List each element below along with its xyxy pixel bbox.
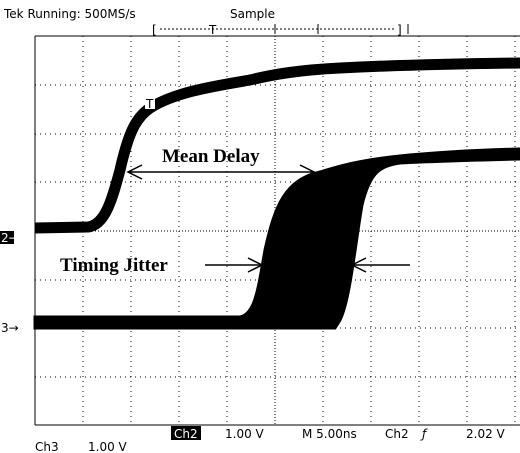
ch2-marker: 2→ [1,231,19,245]
trigger-marker: T [208,23,217,37]
record-bracket: [ ] [152,23,409,37]
ch2-scale: 1.00 V [225,427,265,441]
trigger-point-box [145,99,155,109]
graticule [34,35,520,426]
mode: Sample [230,7,275,21]
ch2-label-box [171,426,201,440]
svg-text:[: [ [152,23,157,37]
svg-text:]: ] [397,23,402,37]
ch3-marker: 3→ [1,321,19,335]
ch3-waveform [33,147,520,330]
ch3-label: Ch3 [35,440,59,453]
trigger-point: T [145,97,154,111]
trigger-slope: ƒ [420,427,428,441]
ch2-waveform [34,57,520,234]
timing-jitter-label: Timing Jitter [60,255,168,276]
ch2-label: Ch2 [174,427,198,441]
timebase: M 5.00ns [302,427,357,441]
channel-markers: 2→ 3→ [0,231,19,335]
mean-delay-arrow [126,164,316,180]
ch3-scale: 1.00 V [88,440,128,453]
trigger-source: Ch2 [385,427,409,441]
trigger-level: 2.02 V [466,427,506,441]
status: Tek Running: 500MS/s [3,7,136,21]
jitter-arrows [205,257,410,273]
mean-delay-label: Mean Delay [162,146,260,167]
